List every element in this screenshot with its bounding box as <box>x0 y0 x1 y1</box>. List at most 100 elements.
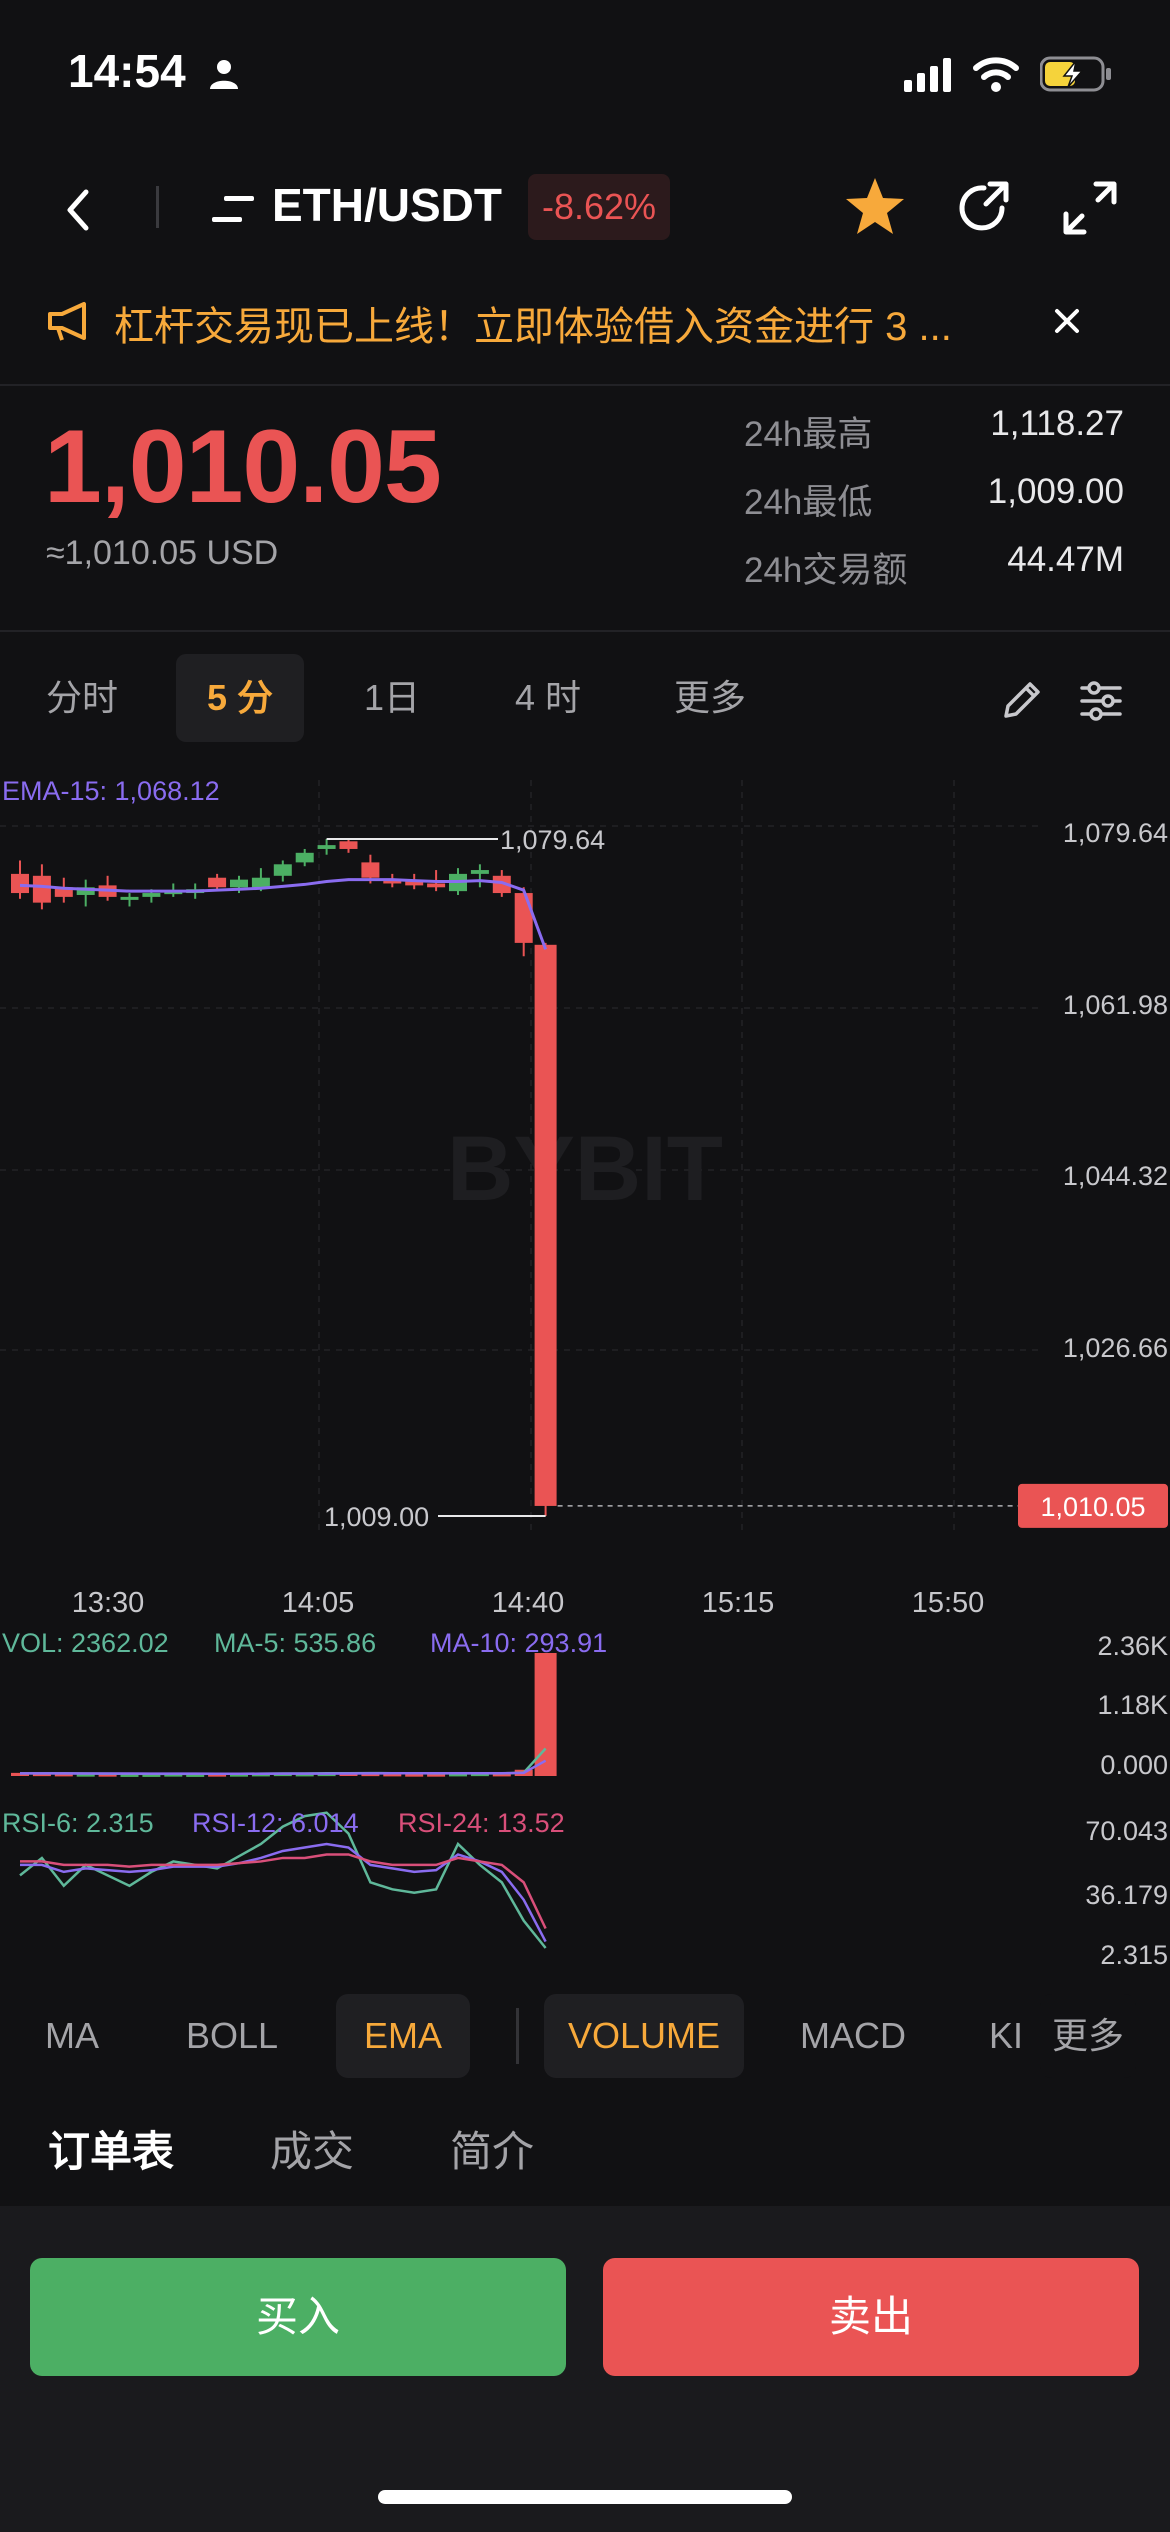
stat-label-turnover: 24h交易额 <box>744 551 908 590</box>
tab-info[interactable]: 简介 <box>450 2128 535 2175</box>
rsi-6-line <box>19 1811 547 1949</box>
indicator-volume[interactable]: VOLUME <box>544 1994 744 2078</box>
candle-body <box>164 891 183 895</box>
last-price-tag: 1,010.05 <box>1040 1492 1145 1522</box>
candle-body <box>405 881 424 886</box>
battery-icon <box>1040 56 1111 92</box>
candle-body <box>470 870 489 874</box>
volume-ma5-line <box>20 1747 547 1776</box>
rsi-24-legend: RSI-24: 13.52 <box>398 1808 565 1838</box>
pair-name[interactable]: ETH/USDT <box>272 179 502 231</box>
tab-trades[interactable]: 成交 <box>270 2128 355 2175</box>
volume-ma5-legend: MA-5: 535.86 <box>214 1628 376 1658</box>
sell-button[interactable]: 卖出 <box>603 2258 1139 2376</box>
stat-value-high: 1,118.27 <box>990 404 1124 443</box>
rsi-12-line <box>20 1842 547 1943</box>
status-time: 14:54 <box>68 45 186 97</box>
candlestick-chart[interactable]: BYBIT 1,079.64 1,009.00 1,010.05 EMA-15: 1… <box>0 770 1170 1970</box>
indicator-ema[interactable]: EMA <box>336 1994 470 2078</box>
candle-body <box>383 879 402 884</box>
share-icon[interactable] <box>956 180 1012 236</box>
y-axis-tick: 1,044.32 <box>1063 1161 1168 1191</box>
ema-line <box>19 878 548 950</box>
volume-bar <box>449 1773 467 1777</box>
candle-body <box>427 883 446 888</box>
rsi-y-tick: 70.043 <box>1085 1816 1168 1846</box>
price-change-badge: -8.62% <box>528 174 671 240</box>
candle-body <box>142 893 161 897</box>
volume-bar <box>208 1773 227 1777</box>
volume-legend: VOL: 2362.02 <box>2 1628 169 1658</box>
candle-body <box>492 875 511 894</box>
megaphone-icon <box>48 302 86 341</box>
tab-4hour[interactable]: 4 时 <box>514 677 582 718</box>
volume-bar <box>76 1773 95 1777</box>
pencil-icon[interactable] <box>1000 678 1044 722</box>
volume-ma10-line <box>20 1759 547 1775</box>
close-icon[interactable] <box>1052 306 1082 336</box>
stat-label-high: 24h最高 <box>744 415 873 454</box>
volume-y-tick: 2.36K <box>1097 1631 1168 1661</box>
high-marker-label: 1,079.64 <box>500 825 605 855</box>
stat-value-turnover: 44.47M <box>1007 540 1124 579</box>
settings-sliders-icon[interactable] <box>1080 680 1122 722</box>
volume-bar <box>383 1773 402 1777</box>
rsi-12-legend: RSI-12: 6.014 <box>192 1808 359 1838</box>
x-axis-tick: 15:50 <box>912 1587 985 1619</box>
volume-bar <box>98 1773 117 1777</box>
volume-y-tick: 1.18K <box>1097 1690 1168 1720</box>
volume-bar <box>120 1773 139 1777</box>
person-icon <box>210 60 238 89</box>
indicator-kdj[interactable]: KI <box>988 2015 1023 2056</box>
candle-body <box>339 841 358 849</box>
buy-button[interactable]: 买入 <box>30 2258 566 2376</box>
tab-1day[interactable]: 1日 <box>363 677 421 718</box>
volume-bar <box>534 1653 557 1776</box>
divider <box>0 384 1170 386</box>
volume-bar <box>164 1773 183 1777</box>
usd-price: ≈1,010.05 USD <box>46 534 279 572</box>
tab-more[interactable]: 更多 <box>673 677 746 718</box>
announcement-text[interactable]: 杠杆交易现已上线！立即体验借入资金进行 3 ... <box>114 305 952 349</box>
home-indicator <box>378 2490 792 2504</box>
indicator-separator <box>516 2008 519 2064</box>
stat-label-low: 24h最低 <box>744 483 873 522</box>
volume-bar <box>230 1773 248 1777</box>
candle-body <box>208 877 227 888</box>
candle-body <box>120 896 139 900</box>
volume-bar <box>142 1773 161 1777</box>
indicator-ma[interactable]: MA <box>45 2015 99 2056</box>
volume-bar <box>427 1773 446 1777</box>
candle-body <box>251 877 270 888</box>
candle-body <box>317 845 336 849</box>
volume-y-tick: 0.000 <box>1100 1750 1168 1780</box>
indicator-macd[interactable]: MACD <box>800 2015 906 2056</box>
indicator-more[interactable]: 更多 <box>1040 1994 1136 2078</box>
fullscreen-icon[interactable] <box>1062 180 1118 236</box>
last-price: 1,010.05 <box>44 409 442 525</box>
candle-body <box>32 875 51 903</box>
nav-separator <box>156 186 159 228</box>
candle-body <box>230 879 248 888</box>
menu-lines-icon[interactable] <box>212 192 256 226</box>
candle-body <box>514 893 533 943</box>
low-marker-label: 1,009.00 <box>324 1502 429 1532</box>
tab-time-share[interactable]: 分时 <box>45 677 118 718</box>
x-axis-tick: 14:40 <box>492 1587 565 1619</box>
rsi-y-tick: 36.179 <box>1085 1880 1168 1910</box>
tab-5min[interactable]: 5 分 <box>176 654 304 742</box>
rsi-24-line <box>20 1853 547 1930</box>
bybit-watermark: BYBIT <box>447 1118 723 1220</box>
volume-bar <box>54 1773 73 1777</box>
back-icon[interactable] <box>60 186 94 234</box>
candle-body <box>76 887 95 895</box>
x-axis-tick: 14:05 <box>282 1587 355 1619</box>
star-icon[interactable] <box>844 176 906 236</box>
last-price-tag-bg <box>1018 1483 1168 1528</box>
divider <box>0 630 1170 632</box>
indicator-boll[interactable]: BOLL <box>185 2015 279 2056</box>
candle-body <box>273 864 292 876</box>
volume-ma10-legend: MA-10: 293.91 <box>430 1628 607 1658</box>
tab-order-book[interactable]: 订单表 <box>48 2128 175 2175</box>
volume-bar <box>470 1773 489 1777</box>
